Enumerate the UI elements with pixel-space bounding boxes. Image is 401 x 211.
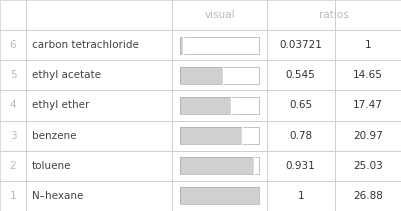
Text: 0.78: 0.78 bbox=[289, 131, 312, 141]
Text: 26.88: 26.88 bbox=[353, 191, 383, 201]
Text: 0.545: 0.545 bbox=[286, 70, 316, 80]
Text: carbon tetrachloride: carbon tetrachloride bbox=[32, 40, 139, 50]
Bar bbox=[0, 30, 26, 60]
Bar bbox=[335, 0, 401, 30]
Bar bbox=[180, 127, 259, 144]
Text: ratios: ratios bbox=[319, 10, 349, 20]
Text: 0.931: 0.931 bbox=[286, 161, 316, 171]
Text: toluene: toluene bbox=[32, 161, 72, 171]
Bar bbox=[180, 37, 183, 54]
Bar bbox=[0, 91, 26, 120]
Text: 1: 1 bbox=[10, 191, 16, 201]
Bar bbox=[335, 60, 401, 91]
Bar bbox=[180, 67, 223, 84]
Text: 6: 6 bbox=[10, 40, 16, 50]
Text: 25.03: 25.03 bbox=[353, 161, 383, 171]
Bar bbox=[180, 67, 259, 84]
Text: 1: 1 bbox=[365, 40, 371, 50]
Text: 0.03721: 0.03721 bbox=[279, 40, 322, 50]
Bar bbox=[172, 181, 267, 211]
Text: N–hexane: N–hexane bbox=[32, 191, 83, 201]
Bar bbox=[26, 91, 172, 120]
Text: 4: 4 bbox=[10, 100, 16, 111]
Text: visual: visual bbox=[204, 10, 235, 20]
Bar bbox=[0, 181, 26, 211]
Text: 1: 1 bbox=[298, 191, 304, 201]
Text: ethyl ether: ethyl ether bbox=[32, 100, 89, 111]
Text: ethyl acetate: ethyl acetate bbox=[32, 70, 101, 80]
Bar bbox=[180, 97, 231, 114]
Bar bbox=[172, 120, 267, 151]
Bar bbox=[267, 120, 335, 151]
Bar bbox=[172, 30, 267, 60]
Bar bbox=[335, 120, 401, 151]
Bar bbox=[180, 97, 259, 114]
Bar bbox=[180, 188, 259, 204]
Bar bbox=[267, 91, 335, 120]
Bar bbox=[335, 151, 401, 181]
Bar bbox=[267, 60, 335, 91]
Bar bbox=[0, 120, 26, 151]
Bar bbox=[180, 37, 259, 54]
Bar bbox=[335, 181, 401, 211]
Bar bbox=[172, 60, 267, 91]
Text: 2: 2 bbox=[10, 161, 16, 171]
Text: 0.65: 0.65 bbox=[289, 100, 312, 111]
Bar bbox=[267, 181, 335, 211]
Text: benzene: benzene bbox=[32, 131, 77, 141]
Bar bbox=[335, 30, 401, 60]
Text: 14.65: 14.65 bbox=[353, 70, 383, 80]
Bar bbox=[26, 0, 172, 30]
Bar bbox=[180, 127, 259, 144]
Bar bbox=[26, 60, 172, 91]
Bar bbox=[267, 0, 335, 30]
Bar bbox=[0, 0, 26, 30]
Bar bbox=[180, 188, 259, 204]
Bar bbox=[180, 188, 259, 204]
Text: 5: 5 bbox=[10, 70, 16, 80]
Bar bbox=[180, 157, 259, 174]
Bar bbox=[0, 60, 26, 91]
Bar bbox=[0, 151, 26, 181]
Text: 3: 3 bbox=[10, 131, 16, 141]
Bar bbox=[172, 151, 267, 181]
Bar bbox=[172, 0, 267, 30]
Bar bbox=[172, 91, 267, 120]
Bar bbox=[267, 30, 335, 60]
Bar bbox=[26, 120, 172, 151]
Bar bbox=[180, 97, 259, 114]
Bar bbox=[26, 181, 172, 211]
Bar bbox=[180, 127, 242, 144]
Bar bbox=[335, 91, 401, 120]
Text: 17.47: 17.47 bbox=[353, 100, 383, 111]
Text: 20.97: 20.97 bbox=[353, 131, 383, 141]
Bar bbox=[180, 67, 259, 84]
Bar bbox=[267, 151, 335, 181]
Bar bbox=[26, 151, 172, 181]
Bar bbox=[180, 37, 259, 54]
Bar bbox=[180, 157, 259, 174]
Bar bbox=[26, 30, 172, 60]
Bar bbox=[180, 157, 254, 174]
